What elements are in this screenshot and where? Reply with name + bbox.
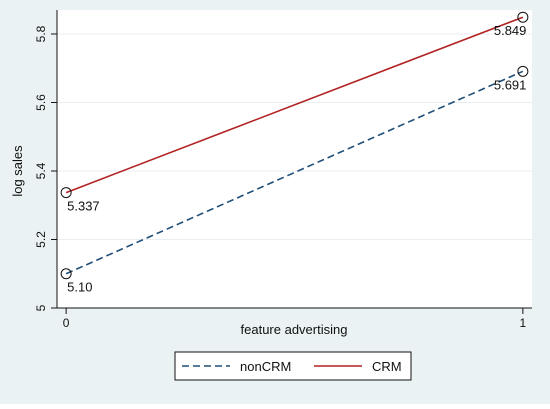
legend: nonCRM CRM	[174, 351, 412, 381]
legend-label-crm: CRM	[372, 359, 402, 374]
legend-box	[174, 351, 412, 381]
legend-label-noncrm: nonCRM	[240, 359, 291, 374]
data-point-crm	[517, 11, 529, 23]
series-line-crm	[65, 16, 524, 194]
series-layer: 5.10 5.691 5.337 5.849	[60, 11, 529, 295]
data-point-noncrm	[60, 268, 72, 280]
series-line-noncrm	[65, 70, 524, 275]
axis-layer: 5 5.2 5.4 5.6 5.8 0 1	[34, 10, 532, 330]
data-point-noncrm	[517, 65, 529, 77]
y-axis-label: log sales	[10, 145, 25, 197]
x-axis-label: feature advertising	[241, 322, 348, 337]
data-label-noncrm: 5.10	[67, 280, 92, 295]
y-tick-label: 5	[34, 304, 48, 311]
y-tick-label: 5.6	[34, 94, 48, 111]
y-tick-label: 5.4	[34, 162, 48, 179]
plot-area	[57, 10, 532, 308]
data-label-noncrm: 5.691	[494, 77, 527, 92]
data-label-crm: 5.849	[494, 23, 527, 38]
x-tick-label: 0	[63, 316, 70, 330]
y-tick-label: 5.8	[34, 25, 48, 42]
y-tick-label: 5.2	[34, 231, 48, 248]
x-tick-label: 1	[520, 316, 527, 330]
data-label-crm: 5.337	[67, 199, 100, 214]
data-point-crm	[60, 187, 72, 199]
